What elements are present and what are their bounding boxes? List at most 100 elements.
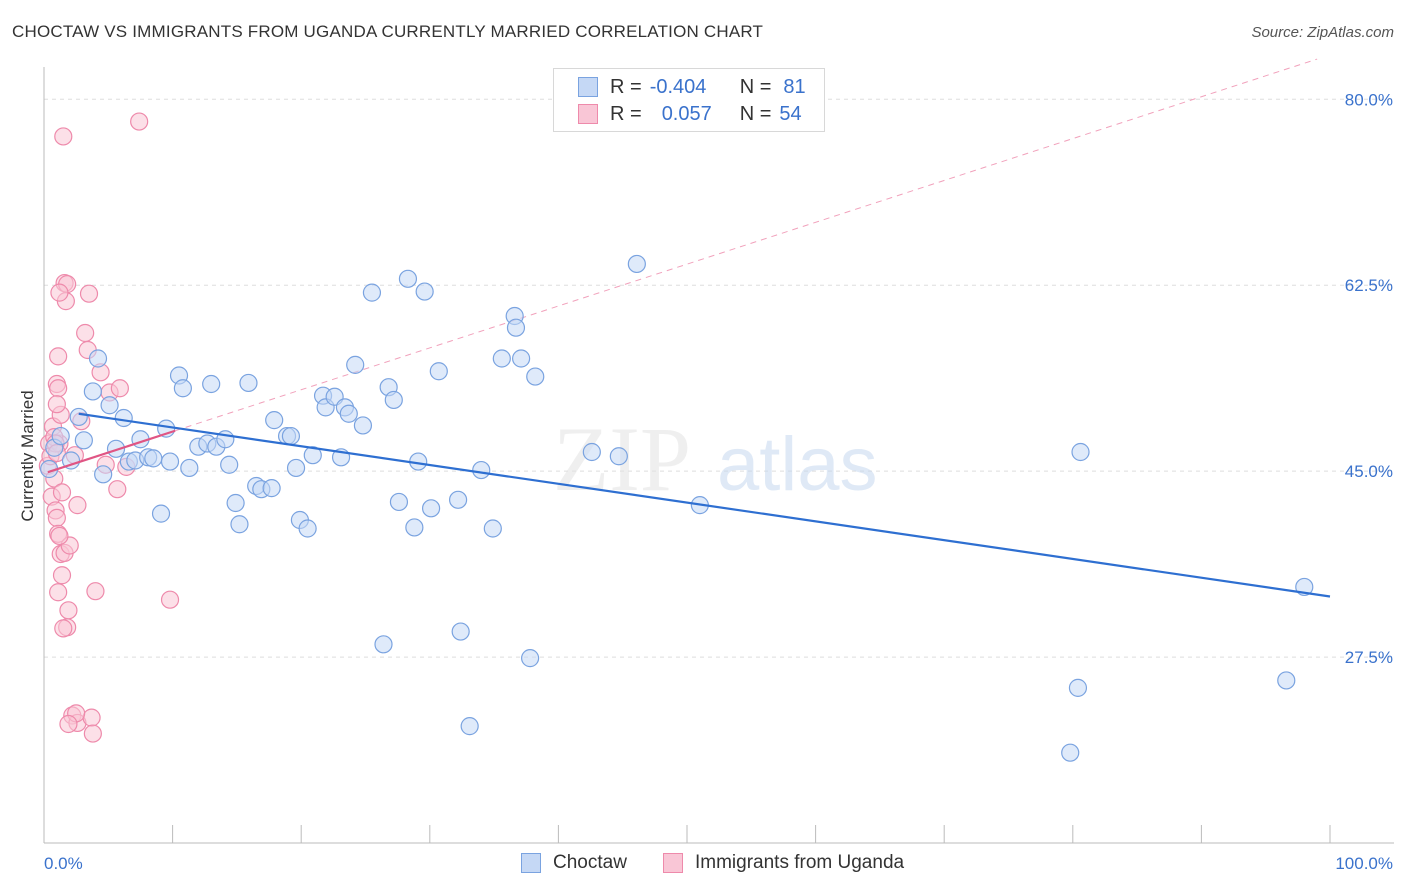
- choctaw-point: [202, 374, 221, 394]
- uganda-point: [130, 112, 149, 131]
- choctaw-point: [74, 431, 93, 450]
- uganda-point: [49, 379, 68, 398]
- legend-item-choctaw[interactable]: Choctaw: [521, 852, 627, 874]
- uganda-point: [82, 708, 101, 727]
- choctaw-point: [88, 349, 108, 368]
- choctaw-point: [582, 442, 601, 462]
- choctaw-point: [106, 439, 126, 458]
- uganda-point: [54, 619, 73, 638]
- choctaw-point: [281, 426, 301, 446]
- choctaw-point: [1071, 442, 1090, 462]
- uganda-point: [160, 590, 180, 609]
- uganda-swatch: [578, 104, 598, 124]
- choctaw-point: [173, 379, 192, 398]
- choctaw-point: [61, 451, 81, 470]
- stats-row-uganda: R = 0.057 N = 54: [578, 103, 802, 125]
- choctaw-point: [421, 499, 441, 518]
- uganda-point: [79, 284, 99, 303]
- choctaw-point: [226, 493, 245, 513]
- choctaw-point: [506, 318, 526, 337]
- choctaw-point: [492, 349, 511, 368]
- r-label: R =: [610, 102, 642, 125]
- choctaw-point: [521, 649, 540, 668]
- choctaw-point: [100, 396, 119, 415]
- r-value: -0.404: [649, 75, 707, 98]
- choctaw-point: [526, 367, 545, 386]
- choctaw-point: [230, 515, 249, 534]
- n-value: 54: [779, 102, 802, 125]
- choctaw-swatch: [578, 77, 598, 97]
- uganda-point: [52, 566, 72, 585]
- choctaw-point: [220, 455, 239, 474]
- y-tick-label: 62.5%: [1345, 276, 1393, 295]
- trend-lines: [47, 412, 1331, 598]
- choctaw-point: [389, 492, 409, 512]
- uganda-point: [49, 583, 68, 602]
- choctaw-point: [1277, 671, 1296, 690]
- choctaw-point: [265, 411, 284, 430]
- uganda-point: [68, 496, 87, 515]
- y-axis-label: Currently Married: [18, 390, 37, 521]
- choctaw-point: [1061, 743, 1080, 762]
- choctaw-point: [239, 373, 258, 393]
- choctaw-point: [69, 407, 88, 427]
- choctaw-swatch: [521, 853, 541, 873]
- uganda-point: [59, 714, 78, 734]
- uganda-point: [59, 601, 78, 620]
- r-label: R =: [610, 75, 642, 98]
- n-label: N =: [739, 75, 772, 98]
- choctaw-point: [144, 449, 163, 468]
- chart-title: CHOCTAW VS IMMIGRANTS FROM UGANDA CURREN…: [12, 22, 764, 41]
- uganda-point: [76, 323, 95, 343]
- y-tick-label: 80.0%: [1345, 90, 1393, 109]
- choctaw-point: [160, 452, 180, 471]
- choctaw-point: [512, 349, 531, 368]
- uganda-trend-line: [47, 429, 176, 474]
- choctaw-point: [362, 283, 382, 302]
- choctaw-point: [415, 282, 434, 301]
- choctaw-point: [429, 362, 448, 381]
- source-label: Source: ZipAtlas.com: [1251, 24, 1394, 41]
- choctaw-point: [609, 447, 628, 466]
- uganda-point: [54, 127, 73, 146]
- choctaw-point: [405, 518, 424, 537]
- legend-label-uganda: Immigrants from Uganda: [695, 852, 905, 873]
- choctaw-point: [51, 426, 70, 446]
- choctaw-point: [398, 269, 418, 288]
- uganda-swatch: [663, 853, 683, 873]
- choctaw-point: [460, 717, 479, 736]
- choctaw-point: [286, 458, 306, 478]
- y-tick-label: 27.5%: [1345, 648, 1393, 667]
- reference-dashed-line: [175, 58, 1318, 432]
- choctaw-point: [384, 390, 403, 410]
- uganda-point: [50, 526, 69, 546]
- choctaw-point: [180, 458, 199, 478]
- choctaw-point: [262, 479, 281, 498]
- choctaw-point: [346, 355, 365, 374]
- n-value: 81: [783, 75, 806, 98]
- choctaw-point: [483, 519, 502, 538]
- choctaw-point: [94, 465, 113, 484]
- r-value: 0.057: [661, 102, 712, 125]
- choctaw-point: [339, 404, 358, 423]
- choctaw-point: [472, 460, 491, 480]
- choctaw-point: [627, 254, 646, 274]
- uganda-point: [49, 347, 68, 366]
- choctaw-point: [151, 504, 171, 523]
- uganda-point: [47, 508, 66, 527]
- choctaw-point: [303, 446, 322, 465]
- choctaw-point: [1068, 678, 1088, 697]
- tick-labels: 27.5% 45.0% 62.5% 80.0% 0.0% 100.0%: [44, 90, 1393, 873]
- choctaw-point: [114, 408, 133, 428]
- uganda-point: [86, 582, 105, 601]
- uganda-point: [52, 483, 72, 502]
- choctaw-trend-line: [78, 412, 1331, 598]
- stats-legend: R = -0.404 N = 81 R = 0.057 N = 54: [553, 68, 825, 132]
- choctaw-point: [374, 635, 393, 654]
- stats-row-choctaw: R = -0.404 N = 81: [578, 76, 806, 98]
- choctaw-point: [448, 490, 468, 509]
- legend-item-uganda[interactable]: Immigrants from Uganda: [663, 852, 904, 874]
- choctaw-point: [353, 416, 373, 435]
- uganda-point: [108, 480, 127, 499]
